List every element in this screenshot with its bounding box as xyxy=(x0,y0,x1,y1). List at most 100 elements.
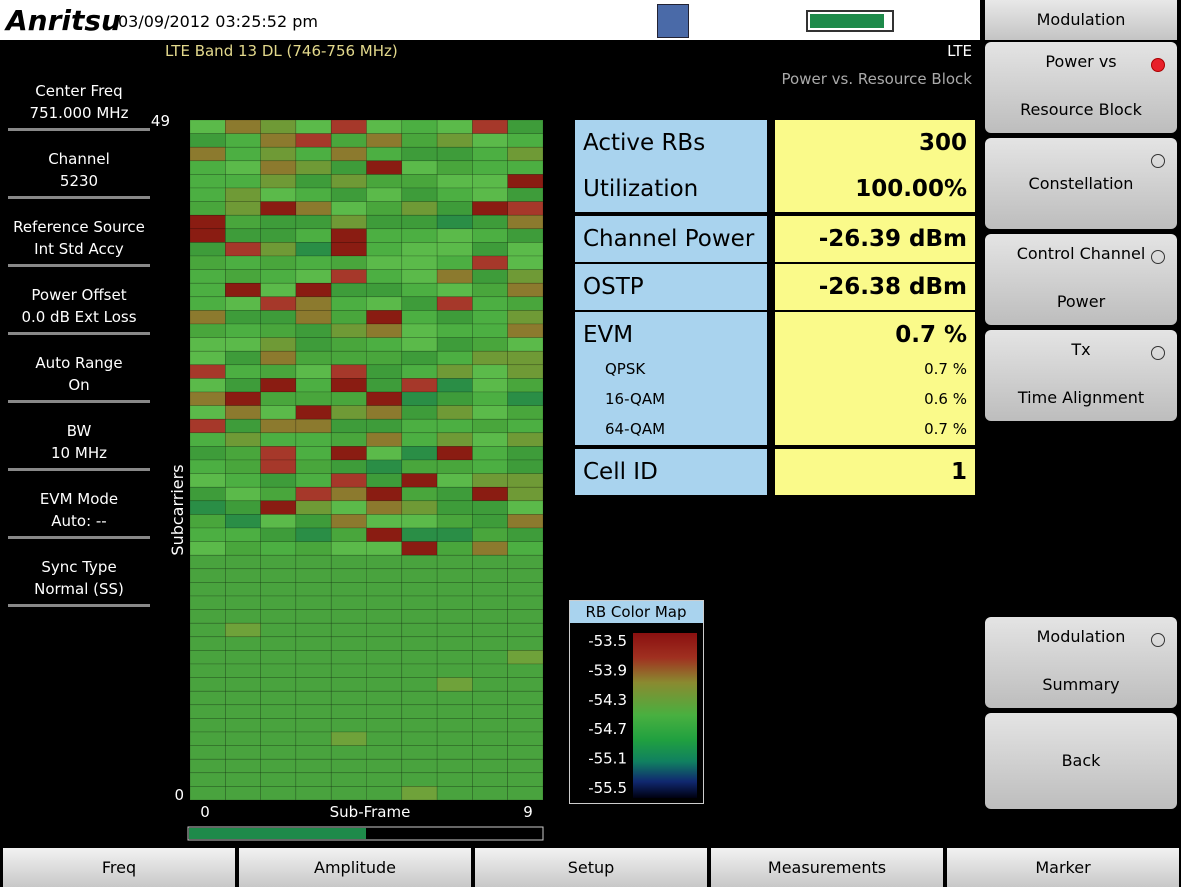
softkey[interactable]: Constellation xyxy=(985,138,1177,229)
cell xyxy=(401,636,438,651)
cell xyxy=(330,160,367,175)
cell xyxy=(295,405,332,420)
softkey[interactable]: Control Channel Power xyxy=(985,234,1177,325)
param[interactable]: Sync Type Normal (SS) xyxy=(8,556,150,607)
cell xyxy=(225,663,261,678)
param[interactable]: Auto Range On xyxy=(8,352,150,403)
cell xyxy=(189,446,226,461)
cell xyxy=(436,650,473,665)
cell xyxy=(436,636,473,651)
color-map-label: -53.9 xyxy=(588,661,627,679)
save-icon[interactable] xyxy=(657,4,689,38)
cell xyxy=(472,214,508,230)
cell xyxy=(472,323,508,338)
cell xyxy=(260,391,297,406)
cell xyxy=(436,541,473,556)
cell xyxy=(330,255,367,270)
cell xyxy=(189,568,226,583)
cell xyxy=(366,160,403,175)
cell xyxy=(401,786,438,801)
bottom-key[interactable]: Amplitude xyxy=(239,848,471,887)
cell xyxy=(189,718,226,733)
param[interactable]: BW 10 MHz xyxy=(8,420,150,471)
cell xyxy=(260,187,297,202)
cell xyxy=(260,473,297,488)
cell xyxy=(330,432,367,447)
cell xyxy=(225,418,261,434)
color-map-label: -55.5 xyxy=(588,779,627,797)
cell xyxy=(295,432,332,447)
cell xyxy=(295,486,332,502)
cell xyxy=(436,405,473,420)
cell xyxy=(330,378,367,393)
cell xyxy=(225,296,261,311)
cell xyxy=(189,310,226,325)
cell xyxy=(436,582,473,597)
cell xyxy=(507,323,544,338)
cell xyxy=(189,350,226,366)
cell xyxy=(295,609,332,624)
cell xyxy=(366,378,403,393)
cell xyxy=(472,405,508,420)
cell xyxy=(330,391,367,406)
cell xyxy=(436,310,473,325)
cell xyxy=(260,446,297,461)
softkey[interactable]: Tx Time Alignment xyxy=(985,330,1177,421)
param[interactable]: EVM Mode Auto: -- xyxy=(8,488,150,539)
top-bar: Anritsu 03/09/2012 03:25:52 pm xyxy=(0,0,980,40)
cell xyxy=(189,473,226,488)
cell xyxy=(472,364,508,379)
table-row: Active RBs 300 xyxy=(575,120,975,166)
cell xyxy=(507,554,544,570)
x-max: 9 xyxy=(523,803,533,821)
cell xyxy=(189,731,226,746)
param[interactable]: Power Offset 0.0 dB Ext Loss xyxy=(8,284,150,335)
color-map: RB Color Map -53.5 -53.9 -54.3 -54.7 -55.1 -5… xyxy=(569,600,704,804)
cell xyxy=(225,391,261,406)
cell xyxy=(507,786,544,801)
sub-value: 0.6 % xyxy=(924,390,967,408)
cell xyxy=(189,160,226,175)
param[interactable]: Channel 5230 xyxy=(8,148,150,199)
param[interactable]: Center Freq 751.000 MHz xyxy=(8,80,150,131)
cell xyxy=(260,160,297,175)
cell xyxy=(436,758,473,774)
cell xyxy=(260,146,297,162)
cell xyxy=(330,690,367,706)
cell xyxy=(260,663,297,678)
x-label: Sub-Frame xyxy=(330,803,411,821)
cell xyxy=(507,473,544,488)
cell xyxy=(366,650,403,665)
cell xyxy=(401,133,438,148)
softkey[interactable]: Power vs Resource Block xyxy=(985,42,1177,133)
softkey[interactable]: Back xyxy=(985,713,1177,809)
cell xyxy=(225,214,261,230)
bottom-key[interactable]: Setup xyxy=(475,848,707,887)
cell xyxy=(189,174,226,189)
cell xyxy=(507,663,544,678)
cell xyxy=(295,663,332,678)
row-label-text: Cell ID xyxy=(583,459,658,485)
key-line1: Back xyxy=(1061,751,1101,770)
param[interactable]: Reference Source Int Std Accy xyxy=(8,216,150,267)
cell xyxy=(366,582,403,597)
cell xyxy=(436,174,473,189)
cell xyxy=(225,310,261,325)
cell xyxy=(225,622,261,638)
row-value: 100.00% xyxy=(775,166,975,212)
cell xyxy=(366,677,403,692)
sub-label: QPSK xyxy=(605,360,646,378)
cell xyxy=(225,119,261,134)
cell xyxy=(507,201,544,216)
softkey[interactable]: Modulation Summary xyxy=(985,617,1177,708)
cell xyxy=(295,296,332,311)
bottom-key[interactable]: Measurements xyxy=(711,848,943,887)
bottom-key[interactable]: Marker xyxy=(947,848,1179,887)
cell xyxy=(507,269,544,284)
cell xyxy=(189,255,226,270)
cell xyxy=(330,541,367,556)
cell xyxy=(401,582,438,597)
row-label: Active RBs xyxy=(575,120,767,166)
bottom-key[interactable]: Freq xyxy=(3,848,235,887)
